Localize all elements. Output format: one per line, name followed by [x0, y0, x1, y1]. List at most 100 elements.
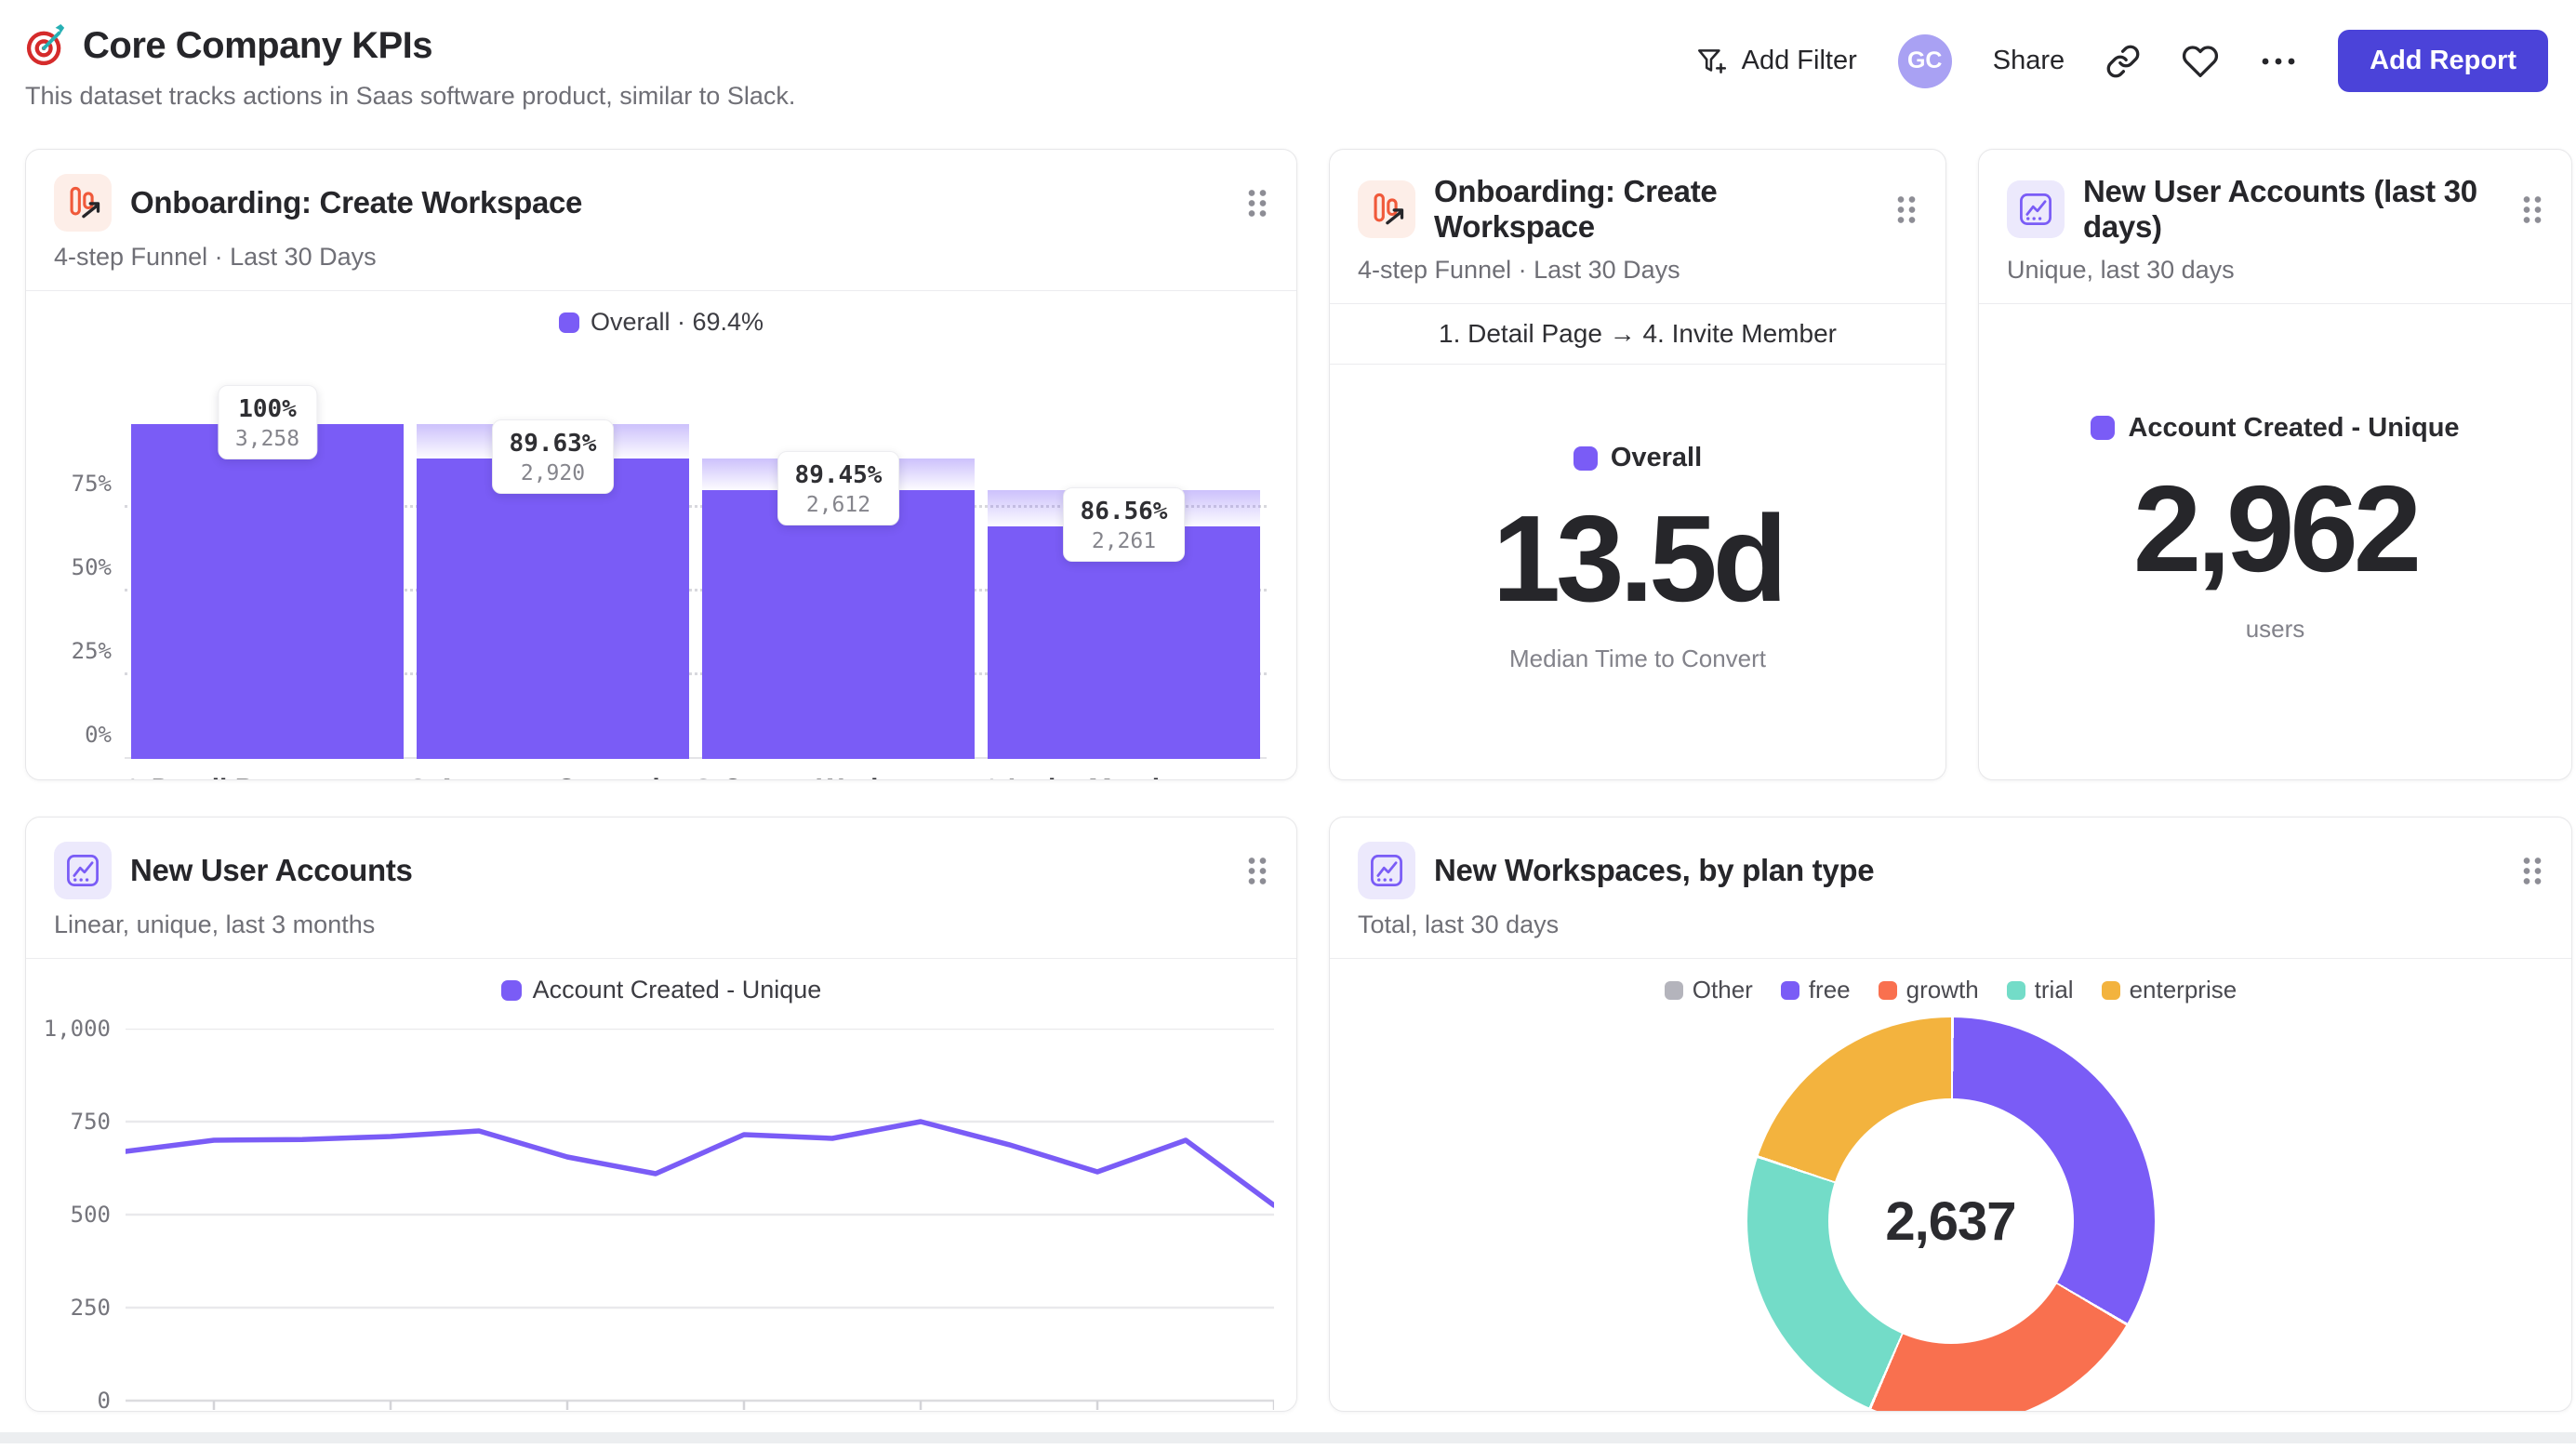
legend-item-other[interactable]: Other [1664, 976, 1753, 1004]
bar-count: 3,258 [234, 427, 300, 451]
funnel-column[interactable]: 89.63% 2,920 [417, 368, 689, 759]
legend-swatch [1664, 980, 1683, 1000]
line-y-axis: 0 250 500 750 1,000 [44, 1016, 126, 1411]
legend-label: enterprise [2129, 976, 2237, 1004]
line-series[interactable] [123, 1119, 1277, 1208]
legend-label: free [1808, 976, 1851, 1004]
funnel-x-axis: 1 Detail Page 2 Account Created 3 Create Work… [125, 774, 1267, 779]
drag-handle-icon[interactable] [1895, 194, 1918, 224]
card-subtitle: 4-step Funnel · Last 30 Days [1358, 256, 1680, 284]
legend-label: trial [2034, 976, 2074, 1004]
legend-item-enterprise[interactable]: enterprise [2101, 976, 2237, 1004]
y-tick-label: 250 [70, 1295, 111, 1321]
legend-swatch [2006, 980, 2025, 1000]
legend-label: growth [1905, 976, 1979, 1004]
card-subtitle: Total, last 30 days [1358, 911, 1560, 938]
legend-swatch [500, 979, 522, 1001]
link-icon [2106, 45, 2140, 77]
heart-icon [2183, 45, 2219, 77]
donut-legend: Other free growth trial enterprise [1330, 959, 2571, 1010]
drag-handle-icon[interactable] [2521, 856, 2543, 885]
legend-item-trial[interactable]: trial [2006, 976, 2074, 1004]
legend-swatch [2101, 980, 2120, 1000]
header-actions: Add Filter GC Share Add Report [1695, 30, 2548, 92]
metric-label: Median Time to Convert [1508, 645, 1766, 672]
bar-conversion-pct: 100% [238, 395, 297, 423]
bar-count: 2,920 [520, 461, 586, 486]
funnel-plot[interactable]: 100% 3,258 89.63% 2,920 89.45% 2,612 86.56% 2,2… [125, 368, 1267, 759]
favorite-button[interactable] [2182, 43, 2219, 80]
funnel-column[interactable]: 89.45% 2,612 [702, 368, 975, 759]
card-title: New Workspaces, by plan type [1434, 853, 1875, 887]
funnel-bar[interactable] [131, 424, 404, 759]
funnel-chart-icon [54, 174, 112, 232]
step-number: 3 [696, 774, 711, 779]
y-tick-label: 750 [70, 1109, 111, 1135]
more-menu-button[interactable] [2260, 56, 2297, 67]
copy-link-button[interactable] [2105, 44, 2141, 79]
insights-chart-icon [54, 842, 112, 899]
page-title: Core Company KPIs [83, 24, 433, 66]
card-new-accounts-30d: New User Accounts (last 30 days) Unique,… [1978, 149, 2572, 780]
y-tick-label: 0 [97, 1388, 111, 1412]
line-chart-svg [123, 1027, 1277, 1410]
line-plot[interactable] [123, 1027, 1277, 1411]
funnel-bar[interactable] [702, 490, 975, 759]
legend-item-free[interactable]: free [1780, 976, 1851, 1004]
legend-swatch [1573, 445, 1598, 471]
funnel-column[interactable]: 86.56% 2,261 [988, 368, 1260, 759]
bar-value-tooltip: 89.45% 2,612 [777, 451, 900, 526]
metric-value: 13.5d [1492, 490, 1788, 627]
funnel-column[interactable]: 100% 3,258 [131, 368, 404, 759]
divider [1979, 303, 2571, 304]
donut-total: 2,637 [1885, 1190, 2016, 1252]
legend-item-growth[interactable]: growth [1878, 976, 1979, 1004]
insights-chart-icon [1358, 842, 1415, 899]
legend-label: Overall [1610, 443, 1703, 472]
bar-count: 2,612 [805, 493, 871, 518]
metric-legend[interactable]: Account Created - Unique [2091, 413, 2460, 444]
donut-chart[interactable]: 2,637 [1746, 1017, 2155, 1411]
funnel-step-label: 2 Account Created [410, 774, 696, 779]
step-number: 1 [125, 774, 140, 779]
divider [26, 958, 1296, 959]
dashboard-grid: Onboarding: Create Workspace 4-step Funn… [0, 149, 2576, 1412]
line-legend[interactable]: Account Created - Unique [26, 959, 1296, 1012]
metric-label: users [2245, 614, 2305, 643]
drag-handle-icon[interactable] [1246, 856, 1268, 885]
divider [1330, 958, 2571, 959]
ellipsis-icon [2262, 58, 2295, 64]
divider [1330, 303, 1945, 304]
card-title: Onboarding: Create Workspace [130, 185, 583, 219]
legend-label: Overall · 69.4% [590, 308, 764, 336]
avatar[interactable]: GC [1897, 33, 1952, 88]
bar-conversion-pct: 89.63% [509, 430, 597, 459]
divider [1330, 364, 1945, 365]
share-label: Share [1992, 46, 2065, 75]
y-tick-label: 75% [71, 471, 112, 497]
card-title: Onboarding: Create Workspace [1434, 174, 1718, 244]
card-workspaces-by-plan: New Workspaces, by plan type Total, last… [1329, 817, 2572, 1412]
bar-value-tooltip: 86.56% 2,261 [1062, 487, 1186, 563]
divider [26, 290, 1296, 291]
bar-conversion-pct: 86.56% [1080, 498, 1168, 526]
add-filter-label: Add Filter [1741, 46, 1857, 75]
card-new-accounts-line: New User Accounts Linear, unique, last 3… [25, 817, 1297, 1412]
bar-conversion-pct: 89.45% [794, 461, 883, 490]
card-subtitle: Unique, last 30 days [2007, 256, 2235, 284]
funnel-bar[interactable] [417, 459, 689, 759]
step-name: Detail Page [152, 774, 302, 779]
funnel-bar[interactable] [988, 526, 1260, 759]
donut-hole: 2,637 [1827, 1098, 2074, 1344]
add-report-button[interactable]: Add Report [2338, 30, 2548, 92]
legend-label: Account Created - Unique [532, 976, 822, 1004]
drag-handle-icon[interactable] [2521, 194, 2543, 224]
share-button[interactable]: Share [1993, 46, 2065, 76]
add-filter-button[interactable]: Add Filter [1695, 46, 1857, 76]
card-title: New User Accounts [130, 853, 413, 887]
legend-swatch [558, 312, 579, 333]
funnel-legend[interactable]: Overall · 69.4% [26, 291, 1296, 344]
y-tick-label: 25% [71, 638, 112, 664]
drag-handle-icon[interactable] [1246, 188, 1268, 218]
metric-legend[interactable]: Overall [1573, 443, 1702, 473]
